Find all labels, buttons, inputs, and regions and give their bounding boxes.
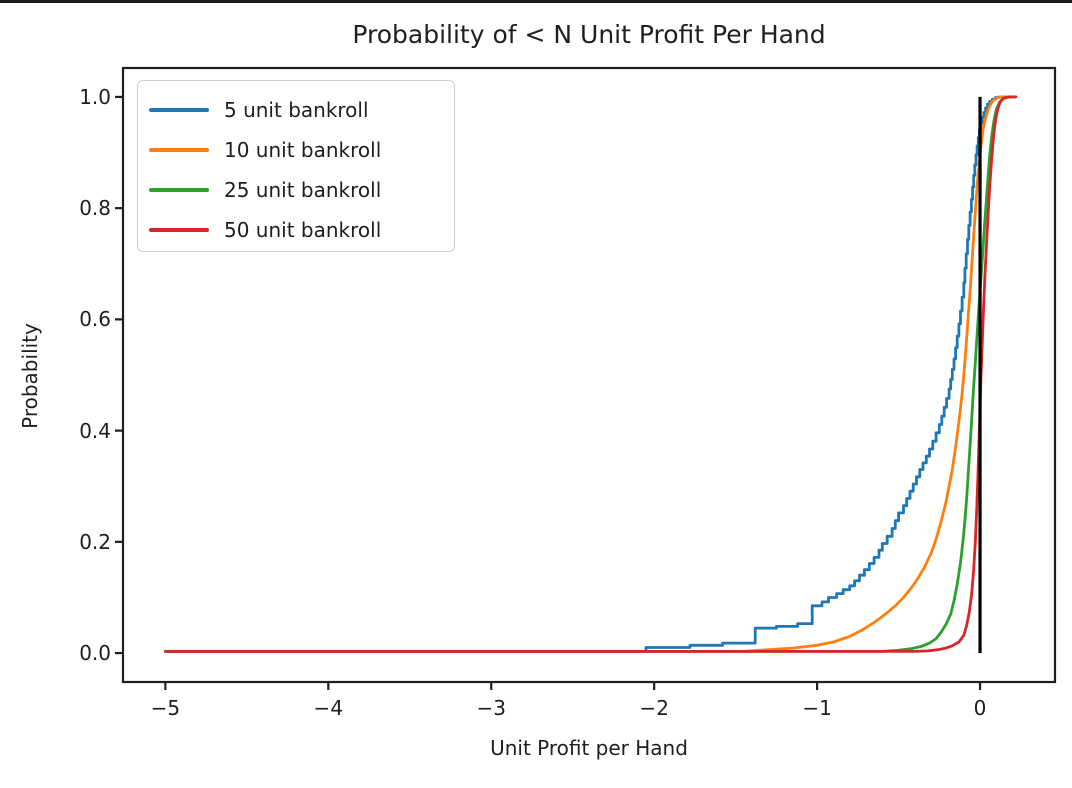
chart-title: Probability of < N Unit Profit Per Hand (352, 20, 826, 49)
axes-spines (121, 66, 1057, 684)
y-tick-label: 1.0 (79, 84, 111, 109)
x-tick-label: −1 (802, 696, 832, 720)
y-tick-label: 0.4 (79, 418, 111, 443)
series-line-5-unit-bankroll (164, 95, 1016, 653)
legend-item: 5 unit bankroll (149, 90, 454, 130)
legend-item-label: 25 unit bankroll (224, 178, 382, 202)
series-line-25-unit-bankroll (164, 95, 1016, 653)
x-tick-label: −5 (150, 696, 181, 720)
y-tick-label: 0.0 (79, 641, 111, 666)
x-axis-label: Unit Profit per Hand (490, 736, 688, 760)
window-top-border (0, 0, 1072, 3)
legend-line-swatch-orange (149, 148, 209, 152)
legend-line-swatch-red (149, 228, 209, 232)
x-tick-label: −4 (313, 696, 344, 720)
legend-line-swatch-green (149, 188, 209, 192)
x-tick-label: −2 (639, 696, 669, 720)
y-tick-label: 0.2 (79, 529, 111, 554)
y-tick-label: 0.8 (79, 196, 111, 221)
legend-item-label: 5 unit bankroll (224, 98, 369, 122)
x-tick-label: −3 (476, 696, 506, 720)
x-tick-label: 0 (973, 696, 987, 720)
legend-item-label: 50 unit bankroll (224, 218, 382, 242)
legend-item: 25 unit bankroll (149, 170, 454, 210)
legend-item-label: 10 unit bankroll (224, 138, 382, 162)
legend-item: 10 unit bankroll (149, 130, 454, 170)
legend-line-swatch-blue (149, 108, 209, 112)
legend: 5 unit bankroll 10 unit bankroll 25 unit… (137, 80, 455, 252)
y-tick-label: 0.6 (79, 307, 111, 332)
y-axis-label: Probability (18, 323, 42, 429)
legend-item: 50 unit bankroll (149, 210, 454, 250)
